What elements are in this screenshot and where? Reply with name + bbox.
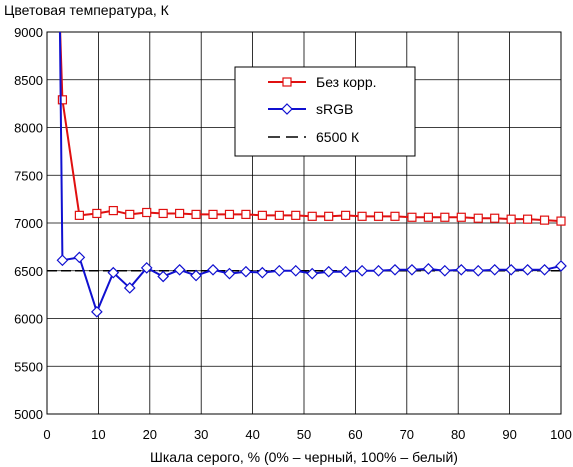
series-srgb-point	[289, 264, 302, 277]
series-srgb-point	[107, 266, 120, 279]
series-без-корр-point	[307, 211, 317, 221]
series-srgb-point	[438, 264, 451, 277]
y-tick-label: 9000	[14, 25, 43, 40]
series-srgb-point	[223, 267, 236, 280]
series-srgb-point	[207, 263, 219, 276]
series-без-корр-point	[407, 212, 417, 222]
series-srgb-point	[273, 264, 286, 277]
series-srgb-point	[91, 305, 103, 318]
series-без-корр-point	[274, 210, 284, 220]
series-srgb-point	[56, 254, 69, 267]
y-tick-label: 7000	[14, 216, 43, 231]
series-srgb-point	[455, 263, 468, 276]
series-без-корр-point	[241, 209, 251, 220]
series-без-корр-point	[191, 209, 201, 220]
series-без-корр-point	[341, 210, 351, 220]
legend-item: Без корр.	[268, 74, 377, 90]
y-tick-label: 5000	[14, 407, 43, 422]
legend-item: 6500 К	[268, 129, 360, 145]
series-без-корр-point	[324, 211, 334, 221]
series-srgb-point	[488, 263, 501, 276]
series-srgb-point	[356, 264, 368, 277]
legend-item: sRGB	[268, 101, 353, 117]
x-tick-labels: 0 10 20 30 40 50 60 70 80 90 100	[43, 427, 571, 442]
x-tick-label: 40	[245, 427, 259, 442]
series-srgb-point	[256, 266, 269, 279]
series-без-корр-point	[175, 208, 185, 219]
x-tick-label: 30	[194, 427, 208, 442]
y-tick-label: 7500	[14, 168, 43, 183]
x-tick-label: 0	[43, 427, 50, 442]
series-srgb-point	[157, 270, 170, 283]
series-без-корр-point	[456, 212, 466, 222]
series-без-корр-point	[373, 211, 384, 221]
series-srgb-point	[240, 265, 252, 278]
legend-label: sRGB	[316, 101, 353, 117]
series-srgb-point	[389, 263, 401, 276]
series-srgb-point	[322, 265, 335, 278]
series-без-корр-point	[490, 213, 500, 223]
x-axis-label: Шкала серого, % (0% – черный, 100% – бел…	[150, 449, 458, 465]
series-без-корр-point	[208, 209, 218, 220]
series-srgb-point	[306, 267, 319, 280]
legend-items: Без корр. sRGB 6500 К	[268, 74, 377, 145]
legend-marker	[282, 77, 292, 87]
legend: Без корр. sRGB 6500 К	[234, 66, 416, 157]
series-без-корр-point	[473, 213, 483, 223]
y-tick-label: 5500	[14, 359, 43, 374]
y-axis-label: Цветовая температура, К	[4, 2, 170, 18]
x-tick-label: 70	[400, 427, 414, 442]
series-srgb-point	[406, 263, 418, 276]
series-без-корр-point	[57, 95, 68, 105]
x-tick-label: 90	[502, 427, 516, 442]
series-srgb-point	[521, 263, 534, 276]
series-без-корр-point	[291, 210, 301, 220]
y-tick-label: 6000	[14, 312, 43, 327]
series-без-корр-point	[357, 211, 367, 221]
series-без-корр-point	[539, 215, 550, 225]
legend-label: 6500 К	[316, 129, 360, 145]
x-tick-label: 50	[297, 427, 311, 442]
legend-label: Без корр.	[316, 74, 377, 90]
y-tick-label: 8500	[14, 73, 43, 88]
series-srgb-point	[472, 264, 485, 277]
series-srgb-point	[555, 260, 567, 272]
series-без-корр-point	[257, 210, 267, 220]
legend-box	[234, 66, 416, 157]
series-без-корр-point	[556, 216, 566, 226]
series-без-корр-point	[142, 207, 152, 218]
x-tick-label: 60	[348, 427, 362, 442]
series-srgb-point	[538, 263, 551, 276]
series-srgb-point	[173, 263, 186, 276]
series-без-корр-point	[74, 210, 84, 220]
series-без-корр-point	[506, 214, 516, 224]
series-srgb-point	[190, 269, 202, 282]
series-srgb-point	[372, 264, 385, 277]
legend-marker	[281, 103, 293, 115]
series-без-корр-point	[522, 214, 533, 224]
series-без-корр-point	[440, 212, 450, 222]
x-tick-label: 10	[91, 427, 105, 442]
series-group	[56, 32, 567, 318]
series-srgb-point	[73, 251, 86, 264]
series-без-корр-point	[158, 208, 168, 219]
y-tick-labels: 5000 5500 6000 6500 7000 7500 8000 8500 9000	[14, 25, 43, 422]
series-srgb-point	[422, 262, 435, 275]
series-srgb-point	[123, 282, 136, 294]
y-tick-label: 8000	[14, 121, 43, 136]
series-srgb-point	[505, 263, 517, 276]
series-srgb-point	[140, 262, 153, 274]
series-без-корр-point	[108, 205, 118, 216]
series-без-корр-point	[423, 212, 433, 222]
series-srgb-point	[339, 265, 352, 278]
x-tick-label: 20	[143, 427, 157, 442]
series-без-корр-point	[390, 211, 400, 221]
series-без-корр-point	[92, 208, 102, 219]
series-без-корр-point	[125, 209, 135, 220]
x-tick-label: 80	[451, 427, 465, 442]
x-tick-label: 100	[550, 427, 572, 442]
series-без-корр-point	[224, 209, 235, 220]
y-tick-label: 6500	[14, 264, 43, 279]
